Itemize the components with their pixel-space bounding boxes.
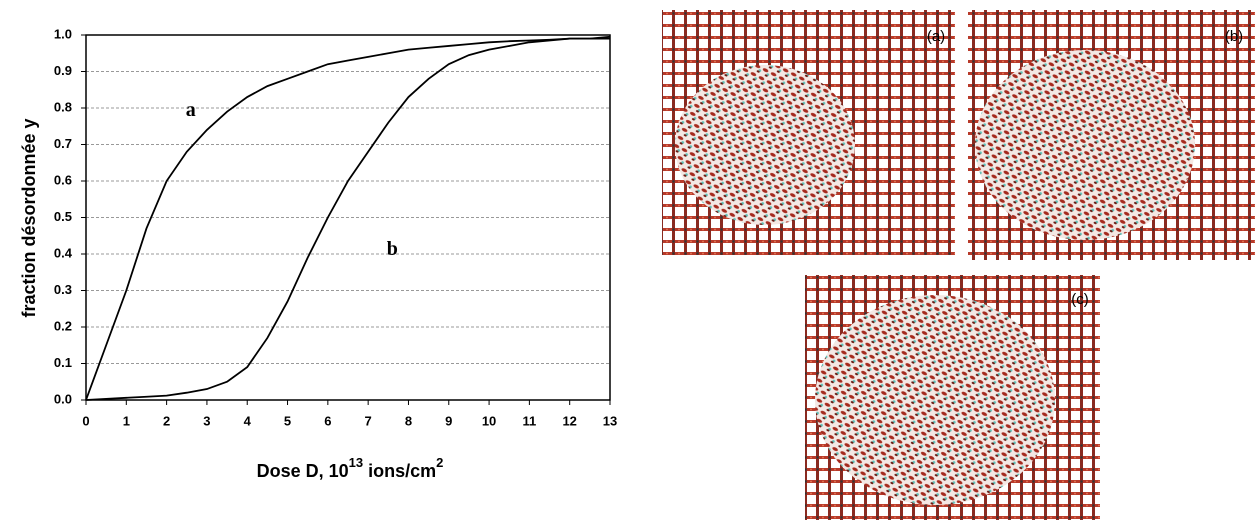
panel-label: (b) (1225, 28, 1243, 45)
series-line (85, 35, 611, 401)
x-tick-label: 2 (163, 413, 170, 428)
curve-label: a (186, 99, 196, 121)
y-tick-label: 0.0 (54, 391, 72, 406)
disorder-region (675, 65, 855, 225)
y-tick-label: 1.0 (54, 26, 72, 41)
y-tick-label: 0.1 (54, 355, 72, 370)
x-axis-label-sup: 13 (349, 455, 363, 470)
y-tick-label: 0.2 (54, 318, 72, 333)
y-tick-label: 0.5 (54, 209, 72, 224)
x-tick-label: 12 (562, 413, 576, 428)
panel-b: (b) (968, 10, 1255, 260)
x-tick-label: 10 (482, 413, 496, 428)
plot-frame (85, 34, 611, 401)
y-tick-label: 0.6 (54, 172, 72, 187)
disorder-region (815, 295, 1055, 505)
x-tick-label: 7 (365, 413, 372, 428)
panel-label: (a) (927, 28, 945, 45)
series-line (85, 37, 610, 401)
panel-c: (c) (805, 275, 1100, 520)
x-axis-label-sup: 2 (436, 455, 443, 470)
x-tick-label: 0 (82, 413, 89, 428)
x-axis-label: Dose D, 1013 ions/cm2 (257, 455, 444, 480)
x-tick-label: 3 (203, 413, 210, 428)
curve-label: b (387, 238, 398, 260)
x-tick-label: 13 (603, 413, 617, 428)
x-tick-label: 5 (284, 413, 291, 428)
y-tick-label: 0.8 (54, 99, 72, 114)
x-axis-label-part: Dose D, 10 (257, 461, 349, 481)
panel-label: (c) (1071, 291, 1089, 308)
panel-a: (a) (662, 10, 955, 255)
y-tick-label: 0.7 (54, 136, 72, 151)
x-tick-label: 11 (523, 413, 537, 428)
y-tick-label: 0.4 (54, 245, 73, 260)
y-axis-label: fraction désordonnée y (19, 118, 39, 317)
x-tick-label: 1 (123, 413, 130, 428)
y-tick-label: 0.3 (54, 282, 72, 297)
y-tick-label: 0.9 (54, 63, 72, 78)
x-axis-label-part: ions/cm (368, 461, 436, 481)
x-tick-label: 9 (445, 413, 452, 428)
x-tick-label: 4 (244, 413, 252, 428)
x-tick-label: 6 (324, 413, 331, 428)
x-tick-label: 8 (405, 413, 412, 428)
disorder-region (975, 50, 1195, 240)
